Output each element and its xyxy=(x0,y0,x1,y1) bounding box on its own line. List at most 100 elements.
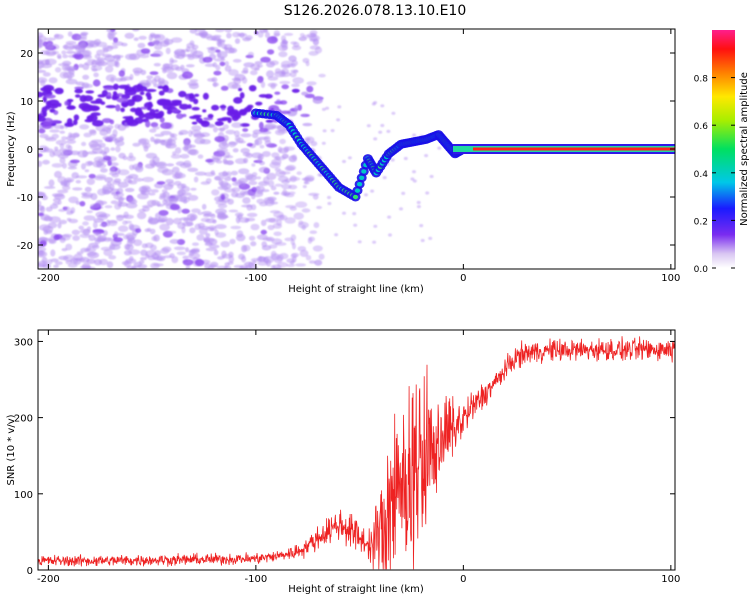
noise-blob xyxy=(153,139,159,145)
noise-blob xyxy=(314,259,323,266)
noise-blob xyxy=(131,95,137,102)
noise-blob xyxy=(209,264,217,268)
noise-blob xyxy=(232,58,242,63)
noise-blob xyxy=(390,158,395,162)
noise-blob xyxy=(122,155,128,161)
noise-blob xyxy=(95,211,107,218)
noise-blob xyxy=(267,49,275,55)
noise-blob xyxy=(281,153,289,159)
noise-blob xyxy=(212,82,218,88)
noise-blob xyxy=(215,29,225,33)
noise-blob xyxy=(73,119,78,126)
noise-blob xyxy=(301,113,306,117)
noise-blob xyxy=(416,205,421,209)
noise-blob xyxy=(65,78,78,85)
noise-blob xyxy=(59,157,66,164)
noise-blob xyxy=(74,44,84,50)
noise-blob xyxy=(233,97,243,104)
snr-plot-area xyxy=(38,336,675,570)
noise-blob xyxy=(38,191,45,198)
noise-blob xyxy=(202,56,213,63)
noise-blob xyxy=(172,194,183,199)
noise-blob xyxy=(44,37,56,41)
noise-blob xyxy=(89,203,101,209)
noise-blob xyxy=(197,211,203,216)
noise-blob xyxy=(169,57,174,65)
noise-blob xyxy=(145,250,157,258)
noise-blob xyxy=(59,148,68,152)
noise-blob xyxy=(217,39,226,43)
noise-blob xyxy=(109,119,115,125)
noise-blob xyxy=(81,141,87,147)
noise-blob xyxy=(254,61,263,65)
noise-blob xyxy=(140,106,148,110)
noise-blob xyxy=(142,142,151,149)
noise-blob xyxy=(140,69,147,76)
ridge-hot xyxy=(357,182,363,187)
noise-blob xyxy=(125,53,137,60)
noise-blob xyxy=(262,29,269,33)
noise-blob xyxy=(224,29,233,33)
noise-blob xyxy=(163,38,174,45)
noise-blob xyxy=(51,163,64,168)
noise-blob xyxy=(265,119,274,123)
carrier-core xyxy=(472,147,675,151)
noise-blob xyxy=(193,98,199,105)
noise-blob xyxy=(299,33,305,37)
noise-blob xyxy=(412,179,417,183)
noise-blob xyxy=(266,36,278,44)
noise-blob xyxy=(38,32,44,39)
noise-blob xyxy=(86,258,96,264)
noise-blob xyxy=(250,223,260,231)
noise-blob xyxy=(244,35,253,41)
noise-blob xyxy=(81,192,88,196)
noise-blob xyxy=(289,71,297,78)
noise-blob xyxy=(45,229,53,235)
noise-blob xyxy=(73,114,80,121)
spectrogram-y-tick-label: 10 xyxy=(20,97,33,108)
noise-blob xyxy=(50,258,59,263)
noise-blob xyxy=(56,53,62,59)
noise-blob xyxy=(217,41,223,48)
noise-blob xyxy=(90,139,103,143)
noise-blob xyxy=(41,106,48,114)
spectrogram-noise xyxy=(38,29,442,269)
noise-blob xyxy=(158,215,168,223)
noise-blob xyxy=(211,104,220,111)
noise-blob xyxy=(117,169,130,176)
noise-blob xyxy=(207,47,216,54)
noise-blob xyxy=(213,126,218,133)
noise-blob xyxy=(217,211,226,218)
noise-blob xyxy=(229,238,236,245)
noise-blob xyxy=(280,68,290,75)
noise-blob xyxy=(132,142,141,147)
noise-blob xyxy=(133,239,143,247)
noise-blob xyxy=(221,250,227,258)
noise-blob xyxy=(279,80,291,85)
noise-blob xyxy=(104,205,113,209)
noise-blob xyxy=(121,261,130,266)
colorbar-tick-label: 0.2 xyxy=(694,217,708,227)
noise-blob xyxy=(212,219,217,224)
noise-blob xyxy=(254,139,259,146)
noise-blob xyxy=(284,178,292,183)
noise-blob xyxy=(154,162,166,167)
noise-blob xyxy=(145,92,152,98)
noise-blob xyxy=(169,239,180,244)
noise-blob xyxy=(140,48,151,54)
noise-blob xyxy=(312,97,323,104)
noise-blob xyxy=(86,178,96,186)
noise-blob xyxy=(191,106,200,111)
noise-blob xyxy=(118,225,129,232)
noise-blob xyxy=(85,90,95,94)
noise-blob xyxy=(165,217,174,226)
noise-blob xyxy=(387,215,392,219)
noise-blob xyxy=(103,237,112,243)
noise-blob xyxy=(57,176,67,184)
noise-blob xyxy=(103,47,109,53)
noise-blob xyxy=(205,158,214,163)
noise-blob xyxy=(102,184,111,191)
noise-blob xyxy=(147,217,159,225)
noise-blob xyxy=(149,128,157,133)
noise-blob xyxy=(217,185,229,191)
